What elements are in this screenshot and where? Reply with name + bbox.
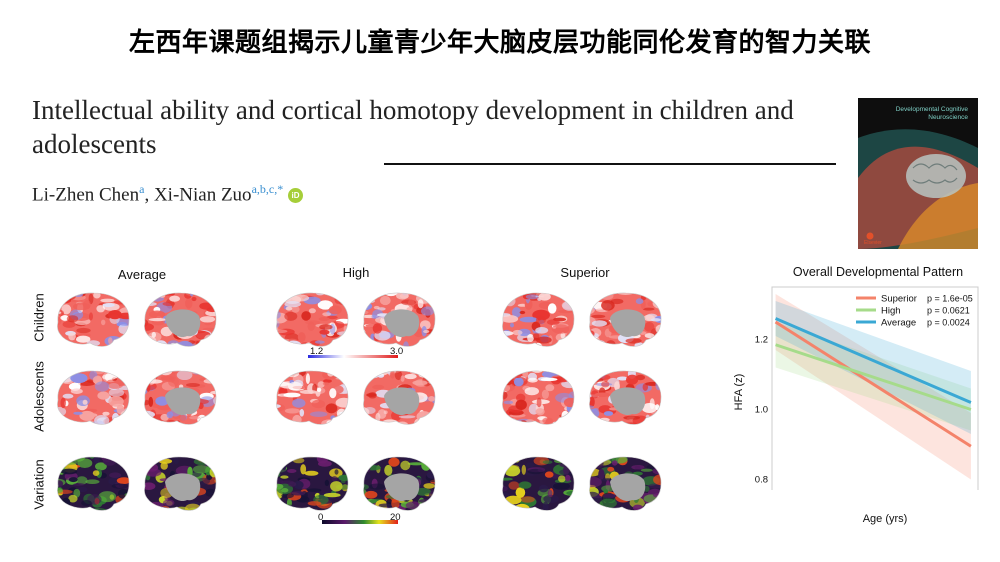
homotopy-colorbar <box>308 355 398 358</box>
title-divider <box>384 163 836 165</box>
series-line-average <box>774 317 972 404</box>
brain-map-children-superior-medial <box>589 292 662 347</box>
column-header-superior: Superior <box>560 265 610 280</box>
variation-colorbar <box>322 520 398 524</box>
brain-map-adolescents-high-lateral <box>276 370 349 425</box>
homotopy-colorbar-min: 1.2 <box>310 346 324 357</box>
series-line-superior <box>774 320 972 448</box>
legend-pvalue-high: p = 0.0621 <box>927 306 970 316</box>
journal-cover-publisher: Elsevier <box>864 240 882 246</box>
brain-map-variation-high-lateral <box>276 456 349 511</box>
legend-label-average: Average <box>881 318 916 329</box>
brain-map-variation-superior-lateral <box>502 456 575 511</box>
variation-colorbar-max: 20 <box>390 512 401 523</box>
homotopy-colorbar-max: 3.0 <box>390 346 404 357</box>
brain-map-children-average-medial <box>144 292 217 347</box>
brain-map-adolescents-high-medial <box>363 370 436 425</box>
y-tick-label: 0.8 <box>755 475 768 486</box>
journal-cover-art <box>858 129 978 249</box>
author-affiliation[interactable]: a <box>139 182 145 196</box>
brain-map-variation-superior-medial <box>589 456 662 511</box>
brain-map-variation-average-lateral <box>57 456 130 511</box>
row-header-variation: Variation <box>31 459 47 510</box>
news-headline: 左西年课题组揭示儿童青少年大脑皮层功能同伦发育的智力关联 <box>128 28 871 58</box>
brain-map-children-high-lateral <box>276 292 349 347</box>
y-tick-label: 1.0 <box>755 405 768 416</box>
variation-colorbar-min: 0 <box>318 512 324 523</box>
brain-map-variation-high-medial <box>363 456 436 511</box>
author-name[interactable]: Xi-Nian Zuo <box>153 184 252 206</box>
legend-label-high: High <box>881 306 901 317</box>
column-header-average: Average <box>117 267 167 282</box>
developmental-pattern-chart: Overall Developmental Pattern 6810121416… <box>733 265 979 490</box>
legend-pvalue-superior: p = 1.6e-05 <box>927 294 973 304</box>
column-header-high: High <box>342 265 370 280</box>
brain-map-adolescents-average-lateral <box>57 370 130 425</box>
legend-pvalue-average: p = 0.0024 <box>927 318 970 328</box>
chart-title: Overall Developmental Pattern <box>793 265 963 279</box>
journal-cover[interactable]: Developmental Cognitive Neuroscience Els… <box>858 98 978 249</box>
brain-map-children-average-lateral <box>57 292 130 347</box>
author-separator: , <box>144 184 154 206</box>
legend-label-superior: Superior <box>881 294 917 305</box>
brain-map-variation-average-medial <box>144 456 217 511</box>
y-tick-label: 1.2 <box>755 335 768 346</box>
brain-map-adolescents-average-medial <box>144 370 217 425</box>
ci-band-average <box>775 301 971 434</box>
chart-x-axis-label: Age (yrs) <box>862 513 908 525</box>
paper-title: Intellectual ability and cortical homoto… <box>32 95 794 159</box>
series-line-high <box>775 343 972 411</box>
orcid-icon[interactable]: iD <box>287 188 303 204</box>
chart-y-axis-label: HFA (z) <box>733 374 745 411</box>
brain-map-children-superior-lateral <box>502 292 575 347</box>
journal-cover-title: Developmental Cognitive Neuroscience <box>895 106 968 121</box>
brain-map-children-high-medial <box>363 292 436 347</box>
author-affiliation[interactable]: a,b,c,* <box>251 182 284 196</box>
author-name[interactable]: Li-Zhen Chen <box>32 184 140 206</box>
brain-map-adolescents-superior-lateral <box>502 370 575 425</box>
author-list: Li-Zhen Chena, Xi-Nian Zuoa,b,c,* iD <box>32 182 303 206</box>
row-header-adolescents: Adolescents <box>31 361 47 432</box>
brain-map-adolescents-superior-medial <box>589 370 662 425</box>
